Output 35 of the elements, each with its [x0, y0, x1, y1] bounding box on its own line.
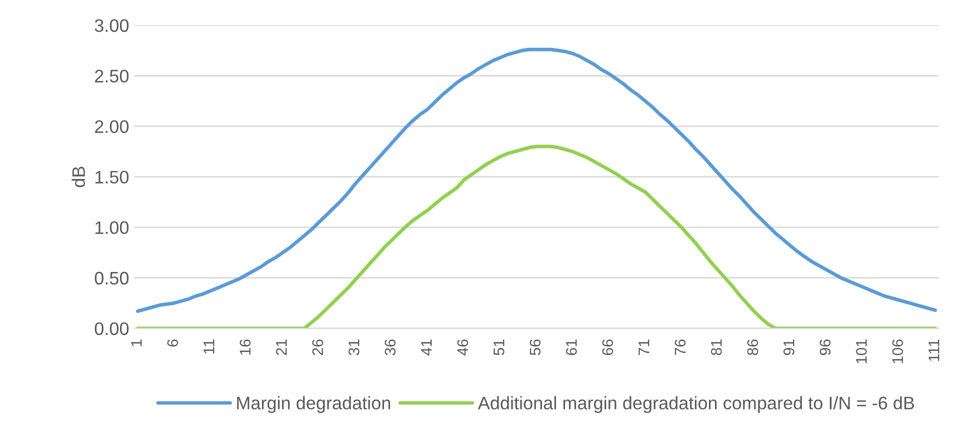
- y-tick-label: 2.00: [95, 120, 129, 134]
- x-tick-label: 111: [928, 340, 940, 361]
- line-series: [136, 144, 937, 328]
- y-tick-label: 2.50: [95, 70, 129, 82]
- x-tick-label: 81: [711, 340, 722, 356]
- x-tick-label: 61: [566, 340, 577, 356]
- x-tick-label: 101: [856, 340, 867, 364]
- x-tick-label: 6: [167, 339, 178, 347]
- y-axis-title: dB: [72, 166, 85, 188]
- x-tick-label: 41: [421, 340, 432, 356]
- x-tick-label: 56: [530, 339, 541, 356]
- y-tick-label: 0.00: [94, 322, 129, 336]
- x-tick-label: 31: [348, 340, 360, 356]
- x-tick-label: 86: [747, 339, 758, 356]
- legend-label: Margin degradation: [237, 396, 390, 413]
- x-tick-label: 21: [276, 340, 287, 356]
- y-tick-label: 1.50: [96, 170, 129, 184]
- x-tick-label: 76: [674, 339, 686, 356]
- y-tick-label: 0.50: [94, 272, 129, 285]
- y-tick-label: 1.00: [96, 221, 129, 234]
- x-tick-label: 1: [131, 340, 142, 346]
- x-tick-label: 66: [602, 339, 614, 356]
- x-tick-label: 46: [457, 339, 468, 356]
- x-tick-label: 11: [204, 340, 214, 354]
- x-tick-label: 36: [384, 339, 396, 356]
- x-tick-label: 16: [240, 339, 251, 355]
- x-tick-label: 106: [892, 339, 904, 364]
- x-tick-label: 96: [820, 339, 831, 356]
- x-tick-label: 26: [312, 339, 324, 356]
- x-tick-label: 71: [638, 340, 650, 356]
- x-tick-label: 91: [784, 340, 794, 356]
- legend-label: Additional margin degradation compared to I/N = -6 dB: [478, 396, 914, 413]
- y-tick-label: 3.00: [94, 19, 129, 32]
- x-tick-label: 51: [494, 340, 504, 356]
- line-series: [136, 48, 937, 313]
